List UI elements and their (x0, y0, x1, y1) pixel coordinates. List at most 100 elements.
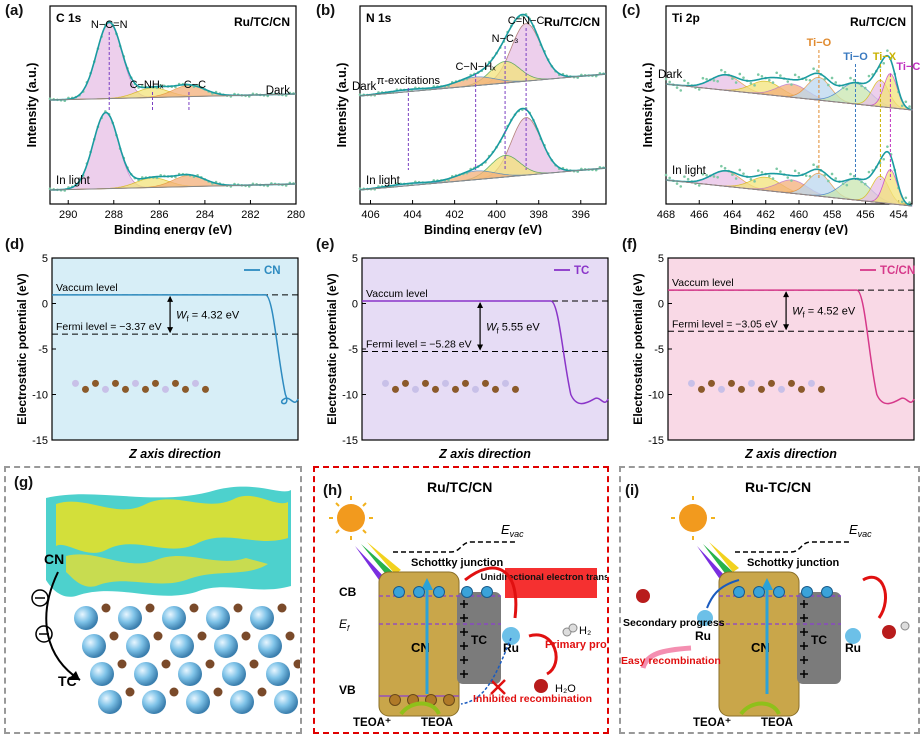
schottky-label: Schottky junction (411, 557, 504, 569)
fit-envelope (359, 107, 607, 191)
panel-label-e: (e) (316, 236, 335, 253)
trace-label: Dark (352, 81, 377, 93)
cn-label: CN (751, 640, 770, 655)
inhibited-label: Inhibited recombination (473, 693, 592, 705)
data-point (753, 84, 756, 87)
atom (201, 385, 209, 393)
xps-panel-c: 468 466 464 462 460 458 456 454 Binding energy (… (641, 5, 920, 235)
peak-label: C−N−Hₓ (455, 61, 496, 73)
tc-block (797, 592, 841, 684)
electron (733, 586, 745, 598)
data-point (830, 172, 834, 176)
baseline (49, 183, 297, 191)
data-point (686, 81, 690, 85)
data-point (664, 77, 668, 81)
c-atom (213, 687, 223, 697)
x-axis-label: Binding energy (eV) (424, 223, 542, 235)
data-point (786, 176, 790, 179)
data-point (768, 78, 771, 82)
trace-label: In light (672, 165, 707, 177)
y-axis-label: Electrostatic potential (eV) (15, 273, 29, 424)
x-tick-label: 396 (572, 209, 590, 221)
sun-icon (337, 504, 365, 532)
data-point (815, 165, 819, 169)
transfer-arrow (45, 571, 81, 681)
atom (391, 385, 399, 393)
x-axis-label: Z axis direction (128, 447, 221, 461)
atom (421, 379, 429, 387)
electron-icon (35, 625, 53, 643)
sample-label: Ru/TC/CN (544, 15, 600, 29)
plot-frame (49, 5, 297, 205)
ti-atom (178, 662, 202, 686)
data-point (668, 80, 671, 84)
hole (389, 694, 401, 706)
data-point (775, 71, 778, 75)
panel-h: (h) Ru/TC/CN Evac Schottky junction Unid… (313, 466, 636, 734)
cn-label: CN (44, 551, 64, 567)
data-point (775, 167, 778, 171)
atom (707, 379, 715, 387)
atom (441, 379, 449, 387)
legend-label: TC/CN (880, 265, 915, 277)
atom (131, 379, 139, 387)
data-point (679, 185, 683, 188)
atom (767, 379, 775, 387)
baseline (49, 93, 297, 101)
atom (171, 379, 179, 387)
fermi-level-label: Fermi level = −3.05 eV (672, 318, 778, 330)
x-tick-label: 406 (361, 209, 379, 221)
y-tick-label: 5 (42, 253, 48, 265)
structure-illustration (381, 379, 519, 393)
data-point (908, 105, 911, 108)
ti-atom (142, 690, 166, 714)
arrowhead (167, 295, 174, 302)
vacuum-level-label: Vaccum level (672, 277, 734, 289)
atom (81, 385, 89, 393)
atom (787, 379, 795, 387)
xps-panel-b: 406 404 402 400 398 396 Binding energy (eV) Int… (335, 5, 607, 235)
fit-envelope (665, 54, 913, 111)
ru-atom (845, 628, 861, 644)
panel-label-c: (c) (622, 2, 641, 19)
x-tick-label: 282 (241, 209, 259, 221)
y-axis-label: Electrostatic potential (eV) (325, 273, 339, 424)
atom (481, 379, 489, 387)
data-point (705, 77, 708, 81)
cn-label: CN (411, 640, 430, 655)
ru-label: Ru (503, 641, 519, 655)
c-atom (205, 659, 215, 669)
data-point (786, 80, 790, 83)
data-point (900, 104, 904, 108)
tc-block (457, 592, 501, 684)
data-point (886, 145, 889, 148)
data-point (742, 76, 745, 79)
data-point (904, 100, 908, 104)
transfer-arrow (464, 566, 518, 619)
sun-icon (679, 504, 707, 532)
c-atom (285, 631, 295, 641)
x-tick-label: 402 (445, 209, 463, 221)
data-point (863, 86, 867, 90)
fit-envelope (359, 13, 607, 97)
atom (71, 379, 79, 387)
spectrum-title: N 1s (366, 11, 392, 25)
ef-label: Ef (339, 617, 350, 633)
peak-label: C−NHₓ (130, 79, 164, 91)
ti-atom (258, 634, 282, 658)
sample-label: Ru/TC/CN (234, 15, 290, 29)
ru-atom (502, 627, 520, 645)
data-point (849, 172, 852, 176)
atom (687, 379, 695, 387)
c-atom (145, 603, 155, 613)
panel-g: (g) CN TC (4, 466, 311, 734)
peak-label: Ti−O (843, 51, 868, 63)
c-atom (277, 603, 287, 613)
atom (411, 385, 419, 393)
data-point (768, 174, 771, 178)
plot-frame (359, 5, 607, 205)
evac-label: Evac (849, 522, 872, 539)
teoa-label: TEOA (421, 717, 453, 729)
data-point (830, 76, 834, 80)
